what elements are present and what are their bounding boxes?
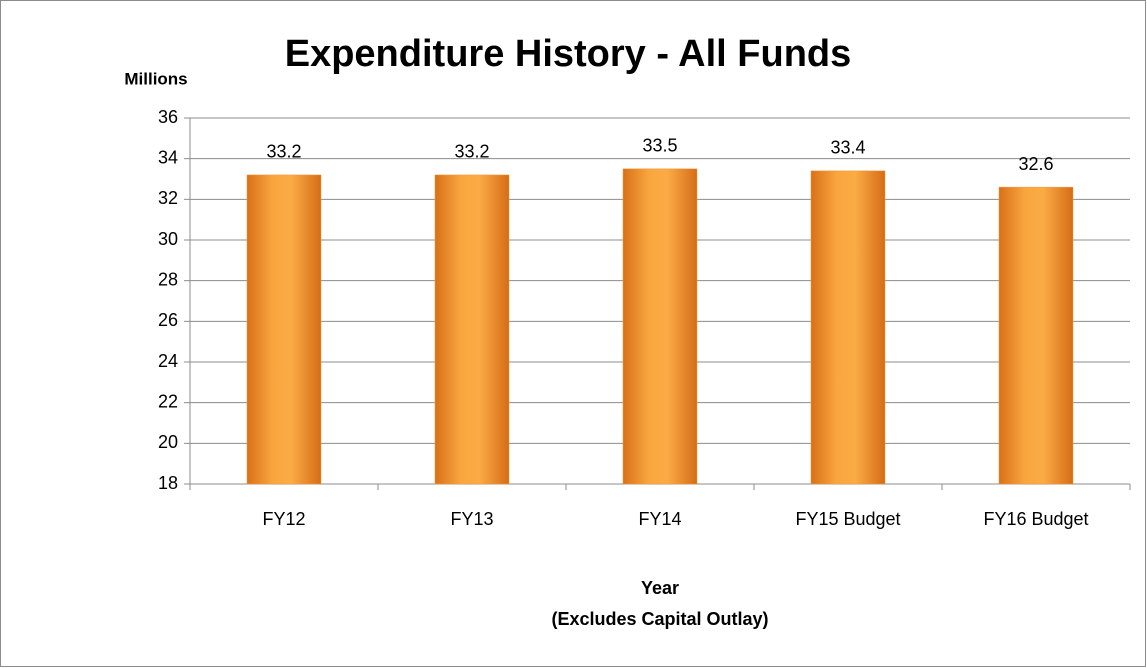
- x-tick-label: FY13: [450, 509, 493, 529]
- bar: [810, 170, 886, 485]
- value-label: 33.2: [266, 142, 301, 162]
- chart-title: Expenditure History - All Funds: [285, 33, 852, 75]
- y-tick-label: 22: [158, 391, 178, 411]
- value-label: 32.6: [1018, 154, 1053, 174]
- value-label: 33.2: [454, 142, 489, 162]
- x-tick-label: FY15 Budget: [795, 509, 900, 529]
- bar: [434, 174, 510, 485]
- y-tick-label: 36: [158, 107, 178, 127]
- y-tick-label: 28: [158, 269, 178, 289]
- y-axis-label: Millions: [124, 69, 187, 88]
- y-tick-label: 30: [158, 229, 178, 249]
- x-tick-label: FY12: [262, 509, 305, 529]
- y-tick-label: 26: [158, 310, 178, 330]
- value-label: 33.4: [830, 138, 865, 158]
- x-tick-label: FY16 Budget: [983, 509, 1088, 529]
- bar: [998, 186, 1074, 485]
- x-tick-label: FY14: [638, 509, 681, 529]
- y-tick-label: 34: [158, 147, 178, 167]
- y-tick-label: 32: [158, 188, 178, 208]
- y-tick-label: 20: [158, 432, 178, 452]
- y-tick-label: 24: [158, 351, 178, 371]
- y-tick-label: 18: [158, 473, 178, 493]
- x-axis-label: Year: [641, 578, 679, 598]
- x-axis-note: (Excludes Capital Outlay): [551, 609, 768, 629]
- bar: [622, 168, 698, 485]
- value-label: 33.5: [642, 136, 677, 156]
- bar: [246, 174, 322, 485]
